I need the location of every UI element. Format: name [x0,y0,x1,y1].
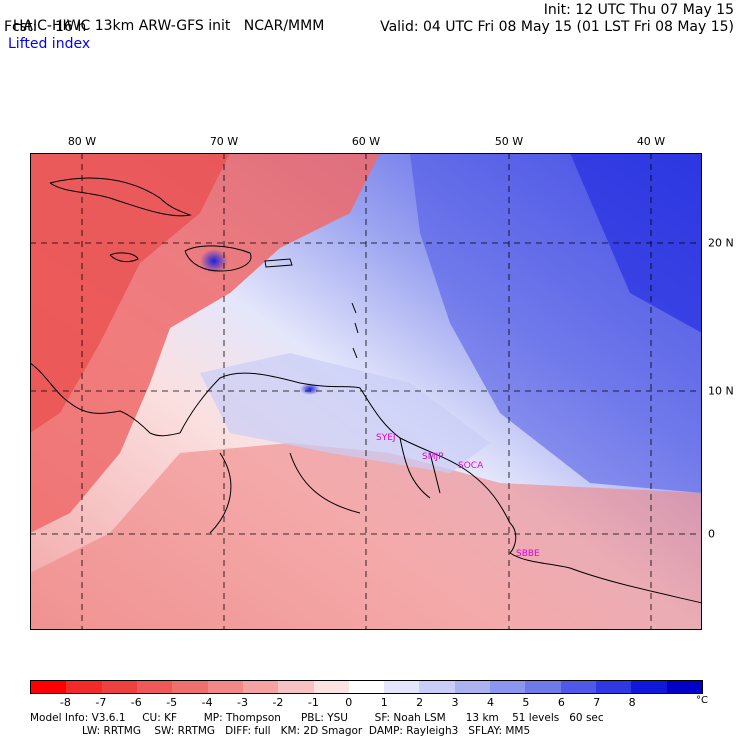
coastlines [30,177,702,604]
colorbar-tick-label: 3 [451,696,459,709]
colorbar-segment [66,681,102,693]
colorbar-segment [454,681,491,693]
colorbar-segment [172,681,208,693]
colorbar-segment [207,681,243,693]
colorbar-tick-label: -1 [307,696,319,709]
colorbar-segment [313,681,349,693]
variable-name: Lifted index [8,36,91,52]
colorbar-tick-label: -5 [166,696,178,709]
station-syej: SYEJ [376,433,396,443]
colorbar-tick-label: 7 [593,696,601,709]
colorbar-tick-label: -3 [237,696,248,709]
colorbar-segment [136,681,173,693]
colorbar-segment [101,681,137,693]
station-soca: SOCA [458,461,484,471]
colorbar-segment [596,681,632,693]
hispaniola-coast [184,245,252,272]
lat-label-20n: 20 N [708,236,734,250]
graticule [30,153,702,630]
lon-label-50w: 50 W [494,135,524,148]
south-america-zone [30,443,702,630]
colorbar-tick-label: 5 [522,696,530,709]
colorbar-tick-label: -6 [130,696,142,709]
colorbar-segment [419,681,455,693]
venezuela-stable-band [200,353,490,473]
lifted-index-map: SYEJ SMJP SOCA SBBE [30,153,702,630]
model-info-line2: LW: RRTMG SW: RRTMG DIFF: full KM: 2D Sm… [82,725,531,737]
colorbar-segment [348,681,385,693]
lon-label-40w: 40 W [636,135,666,148]
colorbar-segment [560,681,596,693]
colorbar-segment [666,681,702,693]
south-america-coast [179,372,702,604]
model-info-line1: Model Info: V3.6.1 CU: KF MP: Thompson P… [30,712,604,724]
colorbar-segment [31,681,67,693]
model-name: HAIC-HIWC 13km ARW-GFS init [12,18,231,34]
lon-label-70w: 70 W [209,135,239,148]
colorbar-tick-label: 0 [345,696,353,709]
jamaica-coast [109,252,139,263]
hispaniola-blob [200,249,228,273]
colorbar-tick-label: 2 [416,696,424,709]
central-america-coast [30,362,181,437]
country-borders [209,437,441,534]
colorbar-tick-label: -2 [272,696,284,709]
model-org: NCAR/MMM [243,18,325,34]
colorbar-tick-label: 1 [380,696,388,709]
lesser-antilles [351,302,359,359]
valid-time: Valid: 04 UTC Fri 08 May 15 (01 LST Fri … [380,19,734,35]
colorbar-segment [384,681,420,693]
map-frame [30,153,702,630]
colorbar-tick-label: -7 [95,696,107,709]
venezuela-blob [300,383,320,395]
lon-label-60w: 60 W [351,135,381,148]
puerto-rico-coast [264,258,293,268]
colorbar-tick-label: 6 [557,696,565,709]
station-sbbe: SBBE [516,549,540,559]
colorbar-segment [631,681,667,693]
colorbar-tick-label: -4 [201,696,213,709]
cuba-coast [49,177,192,217]
lon-label-80w: 80 W [67,135,97,148]
forecast-hour: Fcst: 16 h [4,19,87,35]
lat-label-10n: 10 N [708,384,734,398]
model-title: HAIC-HIWC 13km ARW-GFS init NCAR/MMM [4,2,324,34]
colorbar-tick-label: -8 [59,696,71,709]
colorbar-segment [242,681,279,693]
colorbar-segment [525,681,561,693]
station-labels: SYEJ SMJP SOCA SBBE [376,433,540,559]
caribbean-core [30,153,230,433]
lat-label-0: 0 [708,527,715,541]
colorbar-segment [490,681,526,693]
init-time: Init: 12 UTC Thu 07 May 15 [543,2,734,18]
colorbar [30,680,703,694]
station-smjp: SMJP [422,452,444,462]
colorbar-segment [278,681,314,693]
colorbar-unit: °C [696,695,708,706]
colorbar-tick-label: 4 [486,696,494,709]
colorbar-tick-label: 8 [628,696,636,709]
